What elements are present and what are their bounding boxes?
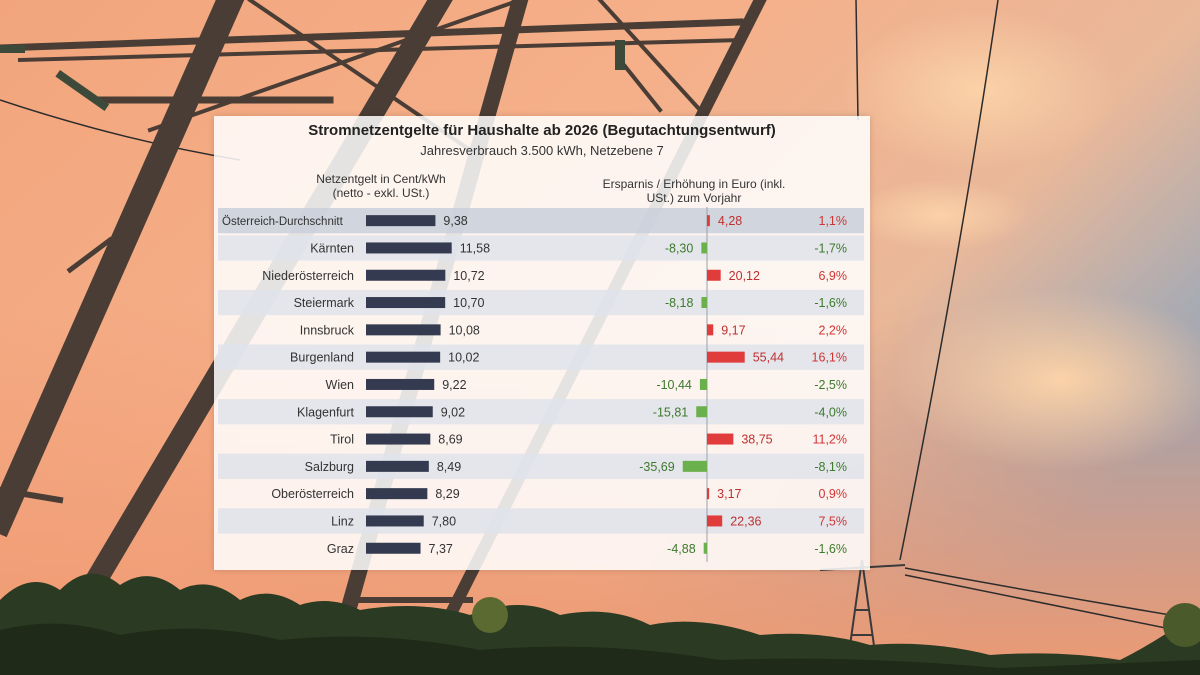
category-label: Steiermark — [294, 296, 355, 310]
netzentgelt-label: 7,80 — [432, 514, 456, 528]
decrease-bar — [703, 542, 707, 554]
row-band — [218, 453, 864, 479]
netzentgelt-bar — [366, 324, 441, 336]
netzentgelt-bar — [366, 488, 428, 500]
netzentgelt-bar — [366, 406, 433, 418]
category-label: Niederösterreich — [262, 269, 354, 283]
difference-label: 9,17 — [721, 323, 745, 337]
left-header-line-2: (netto - exkl. USt.) — [332, 186, 430, 200]
difference-label: -10,44 — [656, 378, 691, 392]
chart-subtitle: Jahresverbrauch 3.500 kWh, Netzebene 7 — [420, 143, 664, 158]
netzentgelt-label: 9,02 — [441, 405, 465, 419]
difference-label: 38,75 — [741, 433, 772, 447]
percent-label: -1,7% — [814, 241, 847, 255]
difference-label: 20,12 — [729, 269, 760, 283]
difference-label: 4,28 — [718, 214, 742, 228]
netzentgelt-bar — [366, 215, 436, 227]
decrease-bar — [699, 378, 707, 390]
category-label: Österreich-Durchschnitt — [222, 216, 344, 228]
increase-bar — [707, 488, 710, 500]
netzentgelt-bar — [366, 542, 421, 554]
percent-label: 0,9% — [819, 487, 848, 501]
netzentgelt-label: 11,58 — [460, 241, 490, 255]
netzentgelt-bar — [366, 378, 435, 390]
netzentgelt-label: 10,72 — [453, 269, 484, 283]
difference-label: 3,17 — [717, 487, 741, 501]
category-label: Oberösterreich — [271, 487, 354, 501]
row-band — [218, 289, 864, 316]
category-label: Tirol — [330, 433, 354, 447]
difference-label: 22,36 — [730, 514, 761, 528]
netzentgelt-label: 8,69 — [438, 433, 462, 447]
category-label: Salzburg — [305, 460, 354, 474]
increase-bar — [707, 351, 745, 363]
netzentgelt-bar — [366, 297, 446, 309]
right-header-line-2: USt.) zum Vorjahr — [646, 191, 742, 205]
percent-label: 2,2% — [819, 323, 848, 337]
right-column-header: Ersparnis / Erhöhung in Euro (inkl. USt.… — [544, 177, 844, 205]
decrease-bar — [701, 297, 707, 309]
netzentgelt-bar — [366, 515, 424, 527]
right-header-line-1: Ersparnis / Erhöhung in Euro (inkl. — [602, 177, 786, 191]
category-label: Kärnten — [310, 241, 354, 255]
percent-label: 1,1% — [819, 214, 848, 228]
decrease-bar — [701, 242, 707, 254]
percent-label: 7,5% — [819, 514, 848, 528]
netzentgelt-bar — [366, 351, 441, 363]
difference-label: -8,18 — [665, 296, 694, 310]
difference-label: 55,44 — [753, 351, 784, 365]
chart-title: Stromnetzentgelte für Haushalte ab 2026 … — [308, 122, 776, 139]
netzentgelt-bar — [366, 460, 429, 472]
percent-label: -1,6% — [814, 296, 847, 310]
row-band — [218, 208, 864, 234]
percent-label: 6,9% — [819, 269, 848, 283]
percent-label: 16,1% — [812, 351, 847, 365]
netzentgelt-label: 10,08 — [449, 323, 480, 337]
increase-bar — [707, 515, 723, 527]
left-column-header: Netzentgelt in Cent/kWh (netto - exkl. U… — [276, 172, 486, 200]
increase-bar — [707, 269, 721, 281]
percent-label: -1,6% — [814, 542, 847, 556]
difference-label: -4,88 — [667, 542, 696, 556]
percent-label: -8,1% — [814, 460, 847, 474]
category-label: Wien — [326, 378, 355, 392]
netzentgelt-label: 10,70 — [453, 296, 484, 310]
increase-bar — [707, 215, 710, 227]
netzentgelt-label: 9,22 — [442, 378, 466, 392]
netzentgelt-label: 7,37 — [429, 542, 453, 556]
netzentgelt-label: 8,49 — [437, 460, 461, 474]
difference-label: -8,30 — [665, 241, 694, 255]
increase-bar — [707, 324, 714, 336]
netzentgelt-bar — [366, 433, 431, 445]
increase-bar — [707, 433, 734, 445]
category-label: Linz — [331, 514, 354, 528]
percent-label: -2,5% — [814, 378, 847, 392]
category-label: Graz — [327, 542, 354, 556]
decrease-bar — [682, 460, 707, 472]
row-band — [218, 508, 864, 534]
left-header-line-1: Netzentgelt in Cent/kWh — [316, 172, 446, 186]
category-label: Burgenland — [290, 351, 354, 365]
difference-label: -35,69 — [639, 460, 674, 474]
netzentgelt-bar — [366, 269, 446, 281]
category-label: Klagenfurt — [297, 405, 355, 419]
netzentgelt-label: 8,29 — [435, 487, 459, 501]
bar-chart: Österreich-Durchschnitt 9,38 4,28 1,1% Kärnt… — [218, 207, 864, 562]
percent-label: 11,2% — [812, 433, 847, 447]
difference-label: -15,81 — [653, 405, 688, 419]
chart-panel: Stromnetzentgelte für Haushalte ab 2026 … — [214, 116, 870, 570]
decrease-bar — [696, 406, 707, 418]
row-band — [218, 399, 864, 425]
row-band — [218, 235, 864, 261]
percent-label: -4,0% — [814, 405, 847, 419]
category-label: Innsbruck — [300, 323, 355, 337]
netzentgelt-label: 10,02 — [448, 351, 479, 365]
netzentgelt-bar — [366, 242, 452, 254]
netzentgelt-label: 9,38 — [443, 214, 467, 228]
row-band — [218, 344, 864, 370]
